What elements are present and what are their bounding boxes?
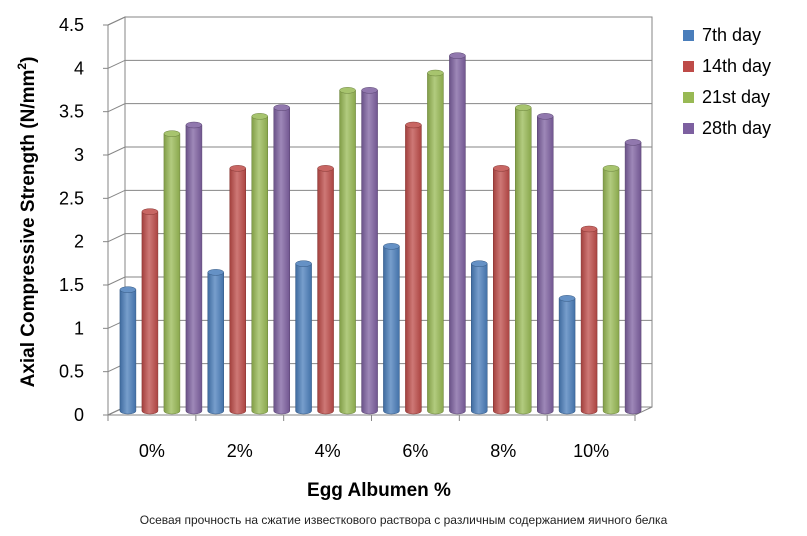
gridline (107, 16, 652, 26)
legend-item: 7th day (683, 25, 761, 45)
bar (405, 121, 422, 415)
legend-label: 14th day (702, 56, 771, 76)
bar (119, 286, 137, 415)
bar (515, 104, 532, 415)
legend-item: 28th day (683, 118, 771, 138)
bar (273, 104, 290, 415)
bar (427, 69, 444, 415)
y-tick-label: 1.5 (59, 275, 84, 295)
y-tick-labels: 0 0.5 1 1.5 2 2.5 3 3.5 4 4.5 (59, 15, 84, 425)
legend-label: 21st day (702, 87, 770, 107)
figure-caption: Осевая прочность на сжатие известкового … (139, 513, 668, 527)
legend-swatch (683, 123, 694, 134)
y-tick-label: 4.5 (59, 15, 84, 35)
legend-item: 21st day (683, 87, 770, 107)
bar (229, 165, 246, 415)
legend-swatch (683, 61, 694, 72)
bar (493, 165, 510, 415)
legend-label: 7th day (702, 25, 761, 45)
bar (295, 260, 312, 415)
y-tick-label: 2 (74, 232, 84, 252)
bar (537, 113, 554, 415)
x-tick-label: 2% (227, 441, 253, 461)
x-axis-label: Egg Albumen % (307, 480, 451, 501)
bar (339, 87, 356, 415)
y-tick-label: 3.5 (59, 102, 84, 122)
bar (163, 130, 181, 415)
x-tick-labels: 0% 2% 4% 6% 8% 10% (139, 441, 609, 461)
bar (185, 121, 203, 415)
bar (141, 208, 159, 415)
bars (119, 52, 642, 415)
y-tick-label: 1 (74, 318, 84, 338)
gridline (107, 189, 652, 199)
bar (449, 52, 466, 415)
y-axis-label: Axial Compressive Strength (N/mm2) (15, 57, 39, 388)
y-tick-label: 2.5 (59, 188, 84, 208)
x-tick-label: 10% (573, 441, 609, 461)
x-tick-label: 6% (402, 441, 428, 461)
bar (317, 165, 334, 415)
gridline (107, 146, 652, 156)
x-tick-label: 4% (315, 441, 341, 461)
y-tick-label: 0.5 (59, 362, 84, 382)
legend-swatch (683, 30, 694, 41)
x-tick-label: 8% (490, 441, 516, 461)
bar (558, 295, 576, 415)
bar (471, 260, 488, 415)
bar (602, 165, 620, 415)
gridline (107, 103, 652, 113)
x-tick-label: 0% (139, 441, 165, 461)
legend: 7th day 14th day 21st day 28th day (683, 25, 771, 138)
legend-item: 14th day (683, 56, 771, 76)
gridline (107, 59, 652, 69)
gridline (107, 233, 652, 243)
legend-label: 28th day (702, 118, 771, 138)
y-tick-label: 4 (74, 58, 84, 78)
y-tick-label: 3 (74, 145, 84, 165)
bar (251, 113, 268, 415)
bar (361, 87, 378, 415)
bar (624, 139, 642, 415)
y-tick-label: 0 (74, 405, 84, 425)
bar (383, 243, 400, 415)
bar (207, 269, 224, 415)
bar (580, 225, 598, 415)
legend-swatch (683, 92, 694, 103)
